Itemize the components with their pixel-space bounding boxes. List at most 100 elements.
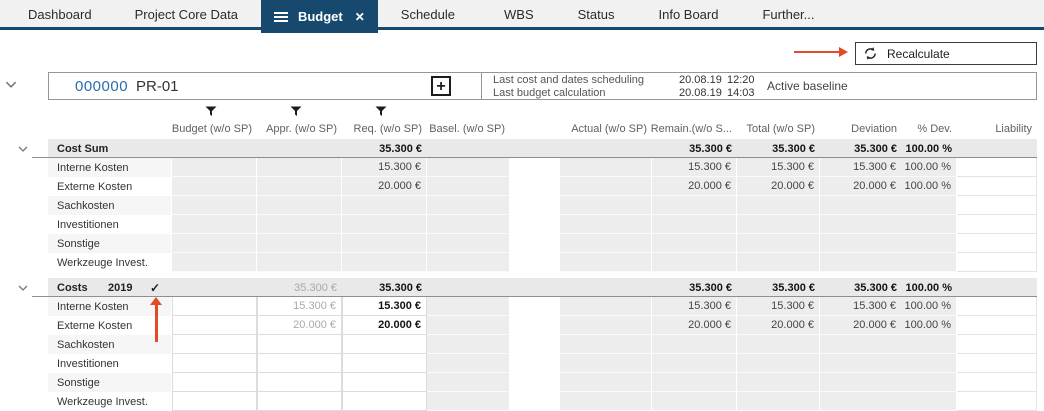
cell-basel [427, 316, 510, 335]
table-row: Investitionen [0, 215, 1044, 234]
close-tab-icon[interactable]: ✕ [354, 9, 365, 24]
cell-budget [172, 177, 257, 196]
cell-remain [652, 234, 737, 253]
tab-project-core-data[interactable]: Project Core Data [134, 7, 238, 22]
cell-remain [652, 373, 737, 392]
cell-remain [652, 253, 737, 272]
column-header-remain: Remain.(w/o S... [651, 104, 737, 139]
filter-icon[interactable] [375, 106, 387, 120]
tab-status[interactable]: Status [577, 7, 615, 22]
cell-total [737, 215, 820, 234]
cell-appr[interactable] [257, 392, 342, 411]
tab-wbs[interactable]: WBS [504, 7, 534, 22]
section-expander[interactable] [0, 139, 48, 158]
last-scheduling-label: Last cost and dates scheduling [493, 74, 645, 86]
cell-liability [957, 392, 1037, 411]
cell-actual [560, 253, 652, 272]
tab-dashboard[interactable]: Dashboard [28, 7, 92, 22]
filter-icon[interactable] [205, 106, 217, 120]
cell-liability [957, 234, 1037, 253]
section-year: 2019 [108, 281, 133, 294]
cell-req[interactable] [342, 392, 427, 411]
cell-appr: 35.300 € [257, 278, 342, 297]
cell-total [737, 354, 820, 373]
cell-remain [652, 196, 737, 215]
cell-budget[interactable] [172, 335, 257, 354]
cell-appr[interactable] [257, 373, 342, 392]
cell-req: 15.300 € [342, 158, 427, 177]
column-header-deviation: Deviation [820, 104, 902, 139]
table-row: Interne Kosten 15.300 € 15.300 € 15.300 € 15… [0, 297, 1044, 316]
cell-req [342, 253, 427, 272]
tab-info-board[interactable]: Info Board [658, 7, 719, 22]
cell-req[interactable] [342, 354, 427, 373]
table-gap [510, 177, 560, 196]
cell-deviation: 15.300 € [820, 297, 902, 316]
row-label: Interne Kosten [48, 158, 172, 177]
cell-req[interactable]: 20.000 € [342, 316, 427, 335]
cell-total [737, 335, 820, 354]
tab-schedule[interactable]: Schedule [400, 7, 455, 22]
cell-appr [257, 253, 342, 272]
cell-budget[interactable] [172, 316, 257, 335]
column-header-basel: Basel. (w/o SP) [427, 104, 510, 139]
row-label: Externe Kosten [48, 316, 172, 335]
tab-further[interactable]: Further... [762, 7, 815, 22]
annotation-arrow-baseline-check [150, 297, 163, 342]
cell-total: 20.000 € [737, 177, 820, 196]
cell-value: 35.300 € [379, 281, 422, 294]
cell-basel [427, 253, 510, 272]
table-gap [510, 278, 560, 297]
cell-req[interactable]: 15.300 € [342, 297, 427, 316]
cell-value: 15.300 € [853, 300, 896, 312]
table-gap [510, 316, 560, 335]
add-button[interactable]: + [431, 76, 451, 96]
project-chevron-down-icon[interactable] [5, 81, 17, 88]
cell-liability [957, 335, 1037, 354]
cell-appr[interactable] [257, 335, 342, 354]
recalculate-button[interactable]: Recalculate [855, 42, 1037, 65]
cell-budget[interactable] [172, 373, 257, 392]
cell-req: 35.300 € [342, 139, 427, 158]
table-gap [510, 297, 560, 316]
cell-budget[interactable] [172, 354, 257, 373]
cell-value: 15.300 € [771, 161, 814, 173]
table-gap [510, 158, 560, 177]
cell-remain [652, 354, 737, 373]
cell-remain [652, 215, 737, 234]
cell-appr[interactable]: 15.300 € [257, 297, 342, 316]
tab-budget[interactable]: Budget ✕ [260, 0, 378, 33]
row-label: Werkzeuge Invest. [48, 253, 172, 272]
cell-actual [560, 234, 652, 253]
row-margin [0, 215, 48, 234]
table-gap [510, 253, 560, 272]
cell-value: 15.300 € [771, 300, 814, 312]
cell-budget[interactable] [172, 297, 257, 316]
column-header-liability: Liability [957, 104, 1037, 139]
baseline-check-icon[interactable]: ✓ [150, 280, 161, 295]
cell-budget[interactable] [172, 392, 257, 411]
filter-icon[interactable] [290, 106, 302, 120]
column-header-text: Req. (w/o SP) [353, 123, 422, 135]
cell-appr[interactable] [257, 354, 342, 373]
menu-icon[interactable] [273, 11, 288, 22]
cell-deviation [820, 335, 902, 354]
cell-deviation [820, 253, 902, 272]
cell-req[interactable] [342, 373, 427, 392]
project-number[interactable]: 000000 [75, 78, 129, 95]
cell-appr[interactable]: 20.000 € [257, 316, 342, 335]
cell-value: 15.300 € [688, 300, 731, 312]
table-row: Sonstige [0, 373, 1044, 392]
section-header-row: Cost Sum 35.300 € 35.300 € 35.300 € 35.300 €… [0, 139, 1044, 158]
cell-liability [957, 196, 1037, 215]
cell-actual [560, 196, 652, 215]
cell-deviation [820, 373, 902, 392]
cell-value: 100.00 % [905, 142, 952, 155]
row-label: Sonstige [48, 373, 172, 392]
cell-liability [957, 139, 1037, 158]
cell-deviation: 35.300 € [820, 139, 902, 158]
cell-liability [957, 316, 1037, 335]
cell-req[interactable] [342, 335, 427, 354]
last-budget-calc-time: 14:03 [727, 87, 755, 99]
section-expander[interactable] [0, 278, 48, 297]
